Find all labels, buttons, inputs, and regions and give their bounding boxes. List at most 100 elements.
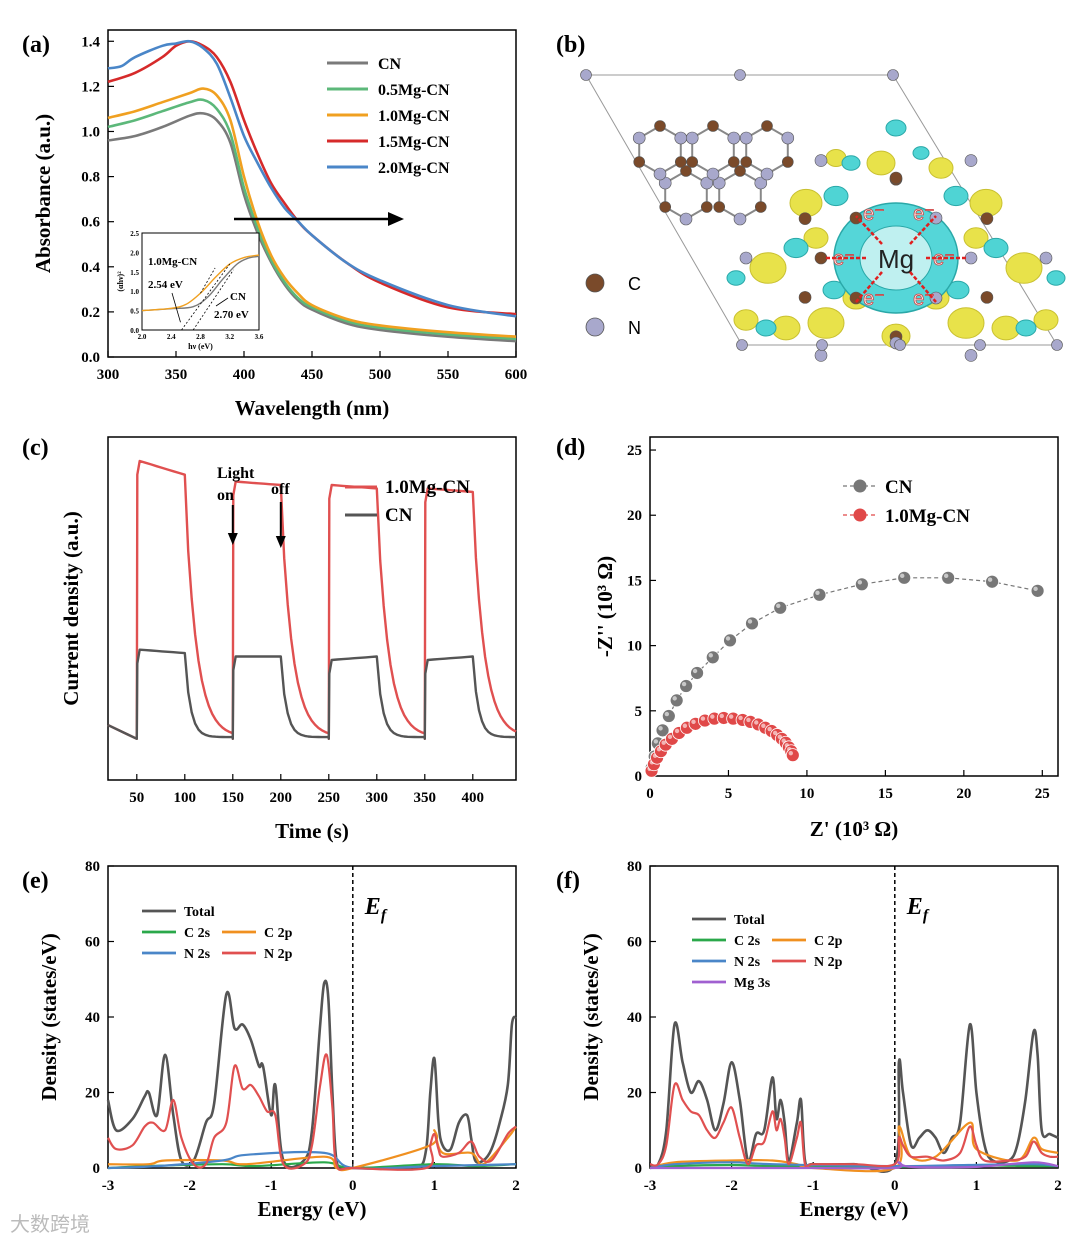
nitrogen-atom [814,349,828,362]
nitrogen-atom [964,349,978,362]
data-point-highlight [691,719,696,725]
y-tick-label: 0.2 [81,305,100,321]
carbon-atom [727,156,740,168]
charge-density-blob [755,319,777,337]
inset-x-tick-label: 2.8 [196,333,205,341]
x-tick-label: 100 [174,790,197,806]
panel-c: (c) 50 100 150 200 250 300 350 400 Time (s) Curren… [22,435,517,843]
data-point-highlight [747,619,753,624]
data-point-highlight [815,590,820,595]
nitrogen-atom [736,339,748,351]
data-point-highlight [692,668,698,674]
charge-density-blob [726,270,746,286]
carbon-atom [654,120,666,132]
charge-density-blob [841,155,861,171]
carbon-atom [889,171,903,185]
carbon-atom [674,156,687,168]
series-line-Total [649,1021,1059,1173]
data-point-highlight [788,750,793,756]
inset-annotation: 1.0Mg-CN [148,256,197,268]
series-line-N 2p [649,1082,1059,1169]
nitrogen-atom [632,131,646,145]
panel-label: (c) [22,435,49,461]
nitrogen-atom [964,251,978,265]
light-annotation: on [217,487,234,504]
light-on-arrowhead [227,533,238,545]
data-point [705,650,720,665]
carbon-atom [798,212,812,225]
x-tick-label: 50 [129,790,144,806]
carbon-atom [633,156,646,168]
data-point-highlight [900,573,905,579]
data-point-highlight [776,603,781,609]
charge-density-blob [1033,309,1059,331]
y-tick-label: 0 [93,1161,101,1177]
x-tick-label: 1 [973,1178,981,1194]
legend-label: N 2s [734,955,761,970]
y-tick-label: 0.6 [81,215,100,231]
data-point-highlight [658,726,663,731]
data-point [690,666,704,680]
nitrogen-atom [739,251,753,265]
x-tick-label: 1 [431,1178,439,1194]
nitrogen-atom [679,212,693,226]
y-axis-label: Density (states/eV) [579,933,603,1100]
nitrogen-atom [700,176,714,190]
nitrogen-atom [1051,339,1063,351]
y-tick-label: 5 [635,704,643,720]
legend-marker [853,508,867,522]
nitrogen-atom [733,212,747,226]
data-point-highlight [857,580,863,585]
electron-transfer-arrow [909,271,937,303]
charge-density-blob [885,119,907,137]
carbon-atom [814,251,828,265]
series-line-0.5Mg-CN [107,98,517,341]
nitrogen-atom [754,176,768,190]
y-tick-label: 1.4 [81,34,100,50]
y-tick-label: 20 [627,1086,642,1102]
x-tick-label: -1 [807,1178,820,1194]
x-axis-label: Energy (eV) [799,1197,908,1221]
legend-label: CN [378,56,402,73]
data-point [745,616,759,631]
y-tick-label: 0 [635,769,643,785]
charge-density-blob [1046,270,1066,286]
x-tick-label: 550 [437,367,460,383]
charge-density-blob [943,185,969,207]
legend-label: C 2s [734,934,761,949]
data-point-highlight [987,577,993,582]
charge-density-blob [749,252,787,284]
inset-y-label: (αhν)² [116,271,125,292]
legend-label: N 2s [184,947,211,962]
y-tick-label: 0.4 [81,260,100,276]
x-tick-label: 20 [956,786,971,802]
mg-label: Mg [878,244,914,274]
y-tick-label: 40 [85,1010,100,1026]
x-tick-label: 350 [414,790,437,806]
data-point [812,587,827,602]
legend-label: N 2p [814,955,843,970]
x-tick-label: 250 [318,790,341,806]
panel-b: (b)Mge⁻ e⁻e⁻ e⁻e⁻ e⁻CN [556,32,1066,362]
nitrogen-atom [653,167,667,181]
y-axis-label: Absorbance (a.u.) [31,114,55,273]
series-line-2.0Mg-CN [107,39,517,318]
x-tick-label: 25 [1035,786,1050,802]
y-tick-label: 15 [627,573,642,589]
inset-frame [141,232,260,331]
charge-density-blob [947,307,985,339]
charge-density-blob [1005,252,1043,284]
x-tick-label: -1 [265,1178,278,1194]
carbon-atom [740,156,753,168]
data-point-highlight [738,715,743,721]
x-tick-label: 350 [165,367,188,383]
data-point-highlight [728,714,734,719]
legend-label: N 2p [264,947,293,962]
watermark: 大数跨境 [10,1208,90,1237]
nitrogen-atom [734,69,746,81]
plot-frame [649,436,1059,777]
data-point [679,679,693,693]
watermark-text: 大数跨境 [10,1212,90,1236]
y-tick-label: 20 [85,1086,100,1102]
